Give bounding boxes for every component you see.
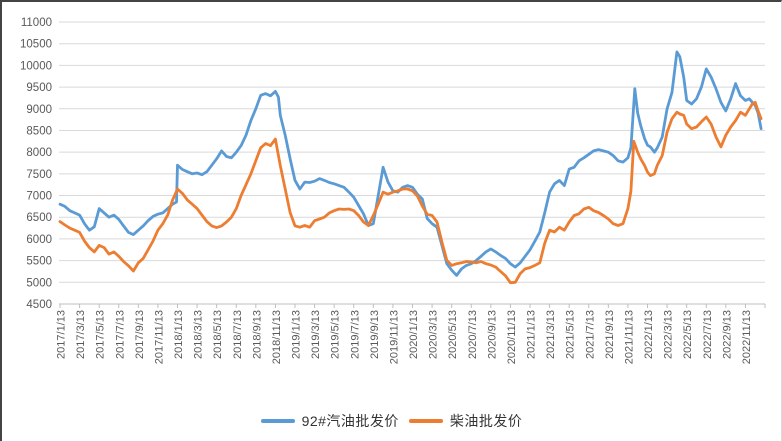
svg-text:8500: 8500 bbox=[26, 125, 52, 137]
svg-text:2021/7/13: 2021/7/13 bbox=[584, 310, 596, 359]
svg-text:2022/9/13: 2022/9/13 bbox=[721, 310, 733, 359]
y-axis-labels: 4500 5000 5500 6000 6500 7000 7500 8000 8500 9000… bbox=[20, 17, 52, 311]
svg-text:2018/3/13: 2018/3/13 bbox=[193, 310, 205, 359]
svg-text:5500: 5500 bbox=[26, 256, 52, 268]
svg-text:6500: 6500 bbox=[26, 212, 52, 224]
svg-text:2018/9/13: 2018/9/13 bbox=[251, 310, 263, 359]
svg-text:2017/11/13: 2017/11/13 bbox=[153, 310, 165, 364]
svg-text:2019/9/13: 2019/9/13 bbox=[369, 310, 381, 359]
svg-text:2019/5/13: 2019/5/13 bbox=[330, 310, 342, 359]
legend-item-diesel: 柴油批发价 bbox=[408, 411, 523, 431]
svg-text:7500: 7500 bbox=[26, 169, 52, 181]
svg-text:2019/3/13: 2019/3/13 bbox=[310, 310, 322, 359]
svg-text:2020/5/13: 2020/5/13 bbox=[447, 310, 459, 359]
svg-text:2021/9/13: 2021/9/13 bbox=[604, 310, 616, 359]
svg-text:9500: 9500 bbox=[26, 82, 52, 94]
svg-text:2020/7/13: 2020/7/13 bbox=[467, 310, 479, 359]
svg-text:5000: 5000 bbox=[26, 277, 52, 289]
x-axis-ticks bbox=[59, 304, 766, 308]
svg-text:2022/1/13: 2022/1/13 bbox=[643, 310, 655, 359]
diesel-line-swatch bbox=[408, 419, 443, 423]
legend-label-diesel: 柴油批发价 bbox=[449, 413, 523, 429]
svg-text:9000: 9000 bbox=[26, 104, 52, 116]
diesel-series-line bbox=[58, 100, 763, 285]
gasoline-line-swatch bbox=[260, 419, 295, 423]
svg-text:2020/11/13: 2020/11/13 bbox=[506, 310, 518, 364]
gasoline-series-line bbox=[58, 50, 763, 277]
svg-text:2018/11/13: 2018/11/13 bbox=[271, 310, 283, 364]
svg-text:7000: 7000 bbox=[26, 191, 52, 203]
svg-text:2020/3/13: 2020/3/13 bbox=[428, 310, 440, 359]
svg-text:4500: 4500 bbox=[26, 299, 52, 311]
svg-text:2022/11/13: 2022/11/13 bbox=[741, 310, 753, 364]
svg-text:2021/11/13: 2021/11/13 bbox=[623, 310, 635, 364]
svg-text:2017/1/13: 2017/1/13 bbox=[56, 310, 68, 359]
svg-text:2021/1/13: 2021/1/13 bbox=[526, 310, 538, 359]
x-axis-labels: 2017/1/13 2017/3/13 2017/5/13 2017/7/13 2017… bbox=[56, 310, 753, 364]
svg-text:2018/5/13: 2018/5/13 bbox=[212, 310, 224, 359]
svg-text:2020/9/13: 2020/9/13 bbox=[486, 310, 498, 359]
svg-text:8000: 8000 bbox=[26, 147, 52, 159]
svg-text:2017/3/13: 2017/3/13 bbox=[75, 310, 87, 359]
svg-text:2020/1/13: 2020/1/13 bbox=[408, 310, 420, 359]
svg-text:2022/7/13: 2022/7/13 bbox=[702, 310, 714, 359]
svg-text:2022/3/13: 2022/3/13 bbox=[663, 310, 675, 359]
legend-item-gasoline: 92#汽油批发价 bbox=[260, 411, 399, 431]
svg-text:6000: 6000 bbox=[26, 234, 52, 246]
svg-text:2018/7/13: 2018/7/13 bbox=[232, 310, 244, 359]
svg-text:2021/5/13: 2021/5/13 bbox=[565, 310, 577, 359]
svg-text:2019/11/13: 2019/11/13 bbox=[388, 310, 400, 364]
svg-text:2017/7/13: 2017/7/13 bbox=[114, 310, 126, 359]
svg-text:2017/5/13: 2017/5/13 bbox=[95, 310, 107, 359]
svg-text:2019/7/13: 2019/7/13 bbox=[349, 310, 361, 359]
svg-text:2018/1/13: 2018/1/13 bbox=[173, 310, 185, 359]
legend-label-gasoline: 92#汽油批发价 bbox=[301, 413, 399, 429]
svg-text:11000: 11000 bbox=[21, 17, 52, 29]
svg-text:2022/5/13: 2022/5/13 bbox=[682, 310, 694, 359]
svg-text:10500: 10500 bbox=[20, 39, 52, 51]
svg-text:2021/3/13: 2021/3/13 bbox=[545, 310, 557, 359]
svg-text:10000: 10000 bbox=[20, 60, 52, 72]
chart-legend: 92#汽油批发价 柴油批发价 bbox=[2, 411, 781, 431]
svg-text:2017/9/13: 2017/9/13 bbox=[134, 310, 146, 359]
svg-text:2019/1/13: 2019/1/13 bbox=[291, 310, 303, 359]
